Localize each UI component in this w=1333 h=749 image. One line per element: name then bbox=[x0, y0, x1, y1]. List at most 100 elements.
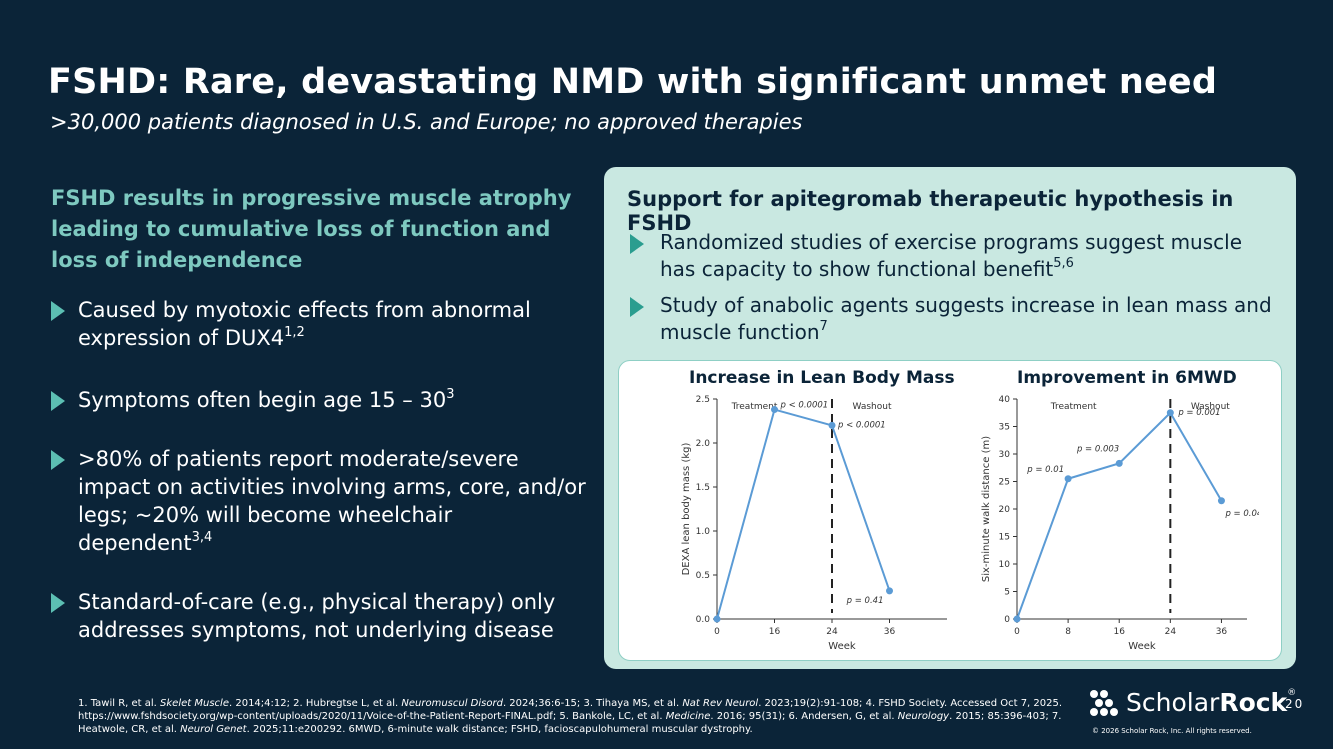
footnote-ref: 5,6 bbox=[1053, 256, 1074, 271]
series-line bbox=[716, 408, 891, 620]
y-tick-label: 2.0 bbox=[696, 439, 711, 449]
reference-journal: Nat Rev Neurol bbox=[682, 698, 759, 709]
y-tick-label: 0.0 bbox=[696, 615, 711, 625]
reference-journal: Medicine bbox=[665, 711, 711, 722]
x-tick-label: 16 bbox=[1113, 627, 1125, 637]
slide-title: FSHD: Rare, devastating NMD with signifi… bbox=[48, 62, 1218, 102]
slide-subtitle: >30,000 patients diagnosed in U.S. and E… bbox=[50, 110, 803, 134]
x-tick-label: 24 bbox=[1165, 627, 1177, 637]
y-tick-label: 10 bbox=[999, 560, 1011, 570]
bullet-arrow-icon bbox=[51, 391, 65, 411]
x-tick-label: 16 bbox=[769, 627, 781, 637]
left-bullet-text: >80% of patients report moderate/severe … bbox=[78, 447, 586, 555]
y-axis-label: DEXA lean body mass (kg) bbox=[681, 443, 692, 576]
reference-text: . 2016; 95(31); 6. Andersen, G, et al. bbox=[710, 711, 898, 722]
logo-bold-text: Rock bbox=[1219, 688, 1288, 717]
data-point bbox=[1013, 615, 1021, 623]
data-label: p = 0.41 bbox=[846, 596, 884, 606]
left-bullet: Standard-of-care (e.g., physical therapy… bbox=[51, 588, 591, 644]
reference-text: 1. Tawil R, et al. bbox=[78, 698, 161, 709]
company-logo: ScholarRock® bbox=[1088, 686, 1296, 722]
y-tick-label: 5 bbox=[1004, 588, 1010, 598]
panel-bullet: Randomized studies of exercise programs … bbox=[630, 229, 1280, 283]
y-tick-label: 1.0 bbox=[696, 527, 711, 537]
copyright: © 2026 Scholar Rock, Inc. All rights res… bbox=[1092, 727, 1252, 735]
y-tick-label: 15 bbox=[999, 533, 1010, 543]
phase-label-washout: Washout bbox=[853, 402, 892, 412]
reference-journal: Neurol Genet bbox=[180, 724, 247, 735]
data-point bbox=[1166, 409, 1174, 417]
references: 1. Tawil R, et al. Skelet Muscle. 2014;4… bbox=[78, 697, 1063, 736]
left-bullet: Symptoms often begin age 15 – 303 bbox=[51, 386, 591, 414]
x-axis-label: Week bbox=[1128, 641, 1156, 652]
left-heading: FSHD results in progressive muscle atrop… bbox=[51, 186, 572, 272]
left-bullet-text: Caused by myotoxic effects from abnormal… bbox=[78, 298, 531, 350]
x-tick-label: 36 bbox=[1216, 627, 1228, 637]
x-axis-label: Week bbox=[828, 641, 856, 652]
x-tick-label: 36 bbox=[884, 627, 896, 637]
data-label: p = 0.01 bbox=[1026, 465, 1064, 475]
bullet-arrow-icon bbox=[51, 450, 65, 470]
logo-light-text: Scholar bbox=[1126, 688, 1220, 717]
data-point bbox=[771, 406, 778, 414]
y-tick-label: 1.5 bbox=[696, 483, 710, 493]
page-number: 20 bbox=[1285, 697, 1305, 711]
reference-text: ; 5. Bankole, LC, et al. bbox=[552, 711, 666, 722]
data-point bbox=[1064, 475, 1072, 483]
y-tick-label: 25 bbox=[999, 478, 1010, 488]
phase-label-treatment: Treatment bbox=[731, 402, 778, 412]
panel-bullet-text: Randomized studies of exercise programs … bbox=[660, 230, 1243, 281]
footnote-ref: 1,2 bbox=[284, 325, 305, 340]
data-point bbox=[1115, 459, 1123, 467]
footnote-ref: 3 bbox=[446, 387, 455, 402]
data-label: p < 0.0001 bbox=[837, 420, 886, 430]
left-bullet-list: Caused by myotoxic effects from abnormal… bbox=[51, 296, 591, 644]
y-tick-label: 0.5 bbox=[696, 571, 710, 581]
panel-bullet-text: Study of anabolic agents suggests increa… bbox=[660, 293, 1272, 344]
data-label: p = 0.04 bbox=[1224, 509, 1259, 519]
left-bullet-text: Standard-of-care (e.g., physical therapy… bbox=[78, 590, 556, 642]
reference-journal: Neuromuscul Disord bbox=[401, 698, 503, 709]
y-tick-label: 35 bbox=[999, 423, 1010, 433]
phase-label-washout: Washout bbox=[1191, 402, 1230, 412]
six-mwd-chart: 0 5 10 15 20 25 30 35 40 0 8 16 24 36 Week Six-minute w… bbox=[981, 395, 1259, 652]
y-tick-label: 2.5 bbox=[696, 395, 710, 405]
bullet-arrow-icon bbox=[51, 301, 65, 321]
reference-text: . 2025;11:e200292. 6MWD, 6-minute walk d… bbox=[246, 724, 753, 735]
data-point bbox=[1217, 497, 1225, 505]
reference-text: . 2014;4:12; 2. Hubregtse L, et al. bbox=[228, 698, 402, 709]
reference-link[interactable]: https://www.fshdsociety.org/wp-content/u… bbox=[78, 711, 553, 722]
y-axis-label: Six-minute walk distance (m) bbox=[981, 436, 992, 582]
reference-journal: Skelet Muscle bbox=[160, 698, 229, 709]
chart-title-6mwd: Improvement in 6MWD bbox=[1017, 368, 1237, 388]
y-tick-label: 20 bbox=[999, 505, 1011, 515]
footnote-ref: 3,4 bbox=[191, 530, 213, 545]
data-point bbox=[886, 587, 893, 595]
x-tick-label: 8 bbox=[1065, 627, 1071, 637]
bullet-arrow-icon bbox=[51, 593, 65, 613]
panel-bullet: Study of anabolic agents suggests increa… bbox=[630, 292, 1280, 346]
bullet-arrow-icon bbox=[630, 297, 644, 317]
footnote-ref: 7 bbox=[819, 319, 828, 334]
left-bullet-text: Symptoms often begin age 15 – 30 bbox=[78, 388, 447, 412]
panel-bullet-list: Randomized studies of exercise programs … bbox=[630, 229, 1280, 355]
lean-mass-chart: 0.0 0.5 1.0 1.5 2.0 2.5 0 16 24 36 Week DEXA lean b… bbox=[681, 395, 947, 652]
y-tick-label: 30 bbox=[999, 450, 1011, 460]
data-label: p = 0.003 bbox=[1076, 444, 1119, 454]
chart-title-lean-mass: Increase in Lean Body Mass bbox=[689, 368, 955, 388]
panel-title: Support for apitegromab therapeutic hypo… bbox=[627, 187, 1234, 235]
charts-container: Increase in Lean Body Mass Improvement i… bbox=[618, 360, 1282, 661]
data-point bbox=[828, 421, 836, 429]
reference-journal: Neurology bbox=[897, 711, 950, 722]
data-label: p < 0.0001 bbox=[780, 401, 829, 411]
left-bullet: Caused by myotoxic effects from abnormal… bbox=[51, 296, 591, 352]
left-bullet: >80% of patients report moderate/severe … bbox=[51, 445, 591, 557]
reference-text: . 2023;19(2):91-108; 4. FSHD Society. Ac… bbox=[758, 698, 1063, 709]
y-tick-label: 0 bbox=[1004, 615, 1010, 625]
x-tick-label: 24 bbox=[826, 627, 838, 637]
registered-mark: ® bbox=[1287, 688, 1297, 698]
support-panel: Support for apitegromab therapeutic hypo… bbox=[604, 167, 1296, 669]
reference-text: . 2015; 85:396-403; 7. Heatwole, CR, et … bbox=[78, 711, 1062, 735]
reference-text: . 2024;36:6-15; 3. Tihaya MS, et al. bbox=[502, 698, 683, 709]
data-label: p = 0.001 bbox=[1177, 408, 1220, 418]
